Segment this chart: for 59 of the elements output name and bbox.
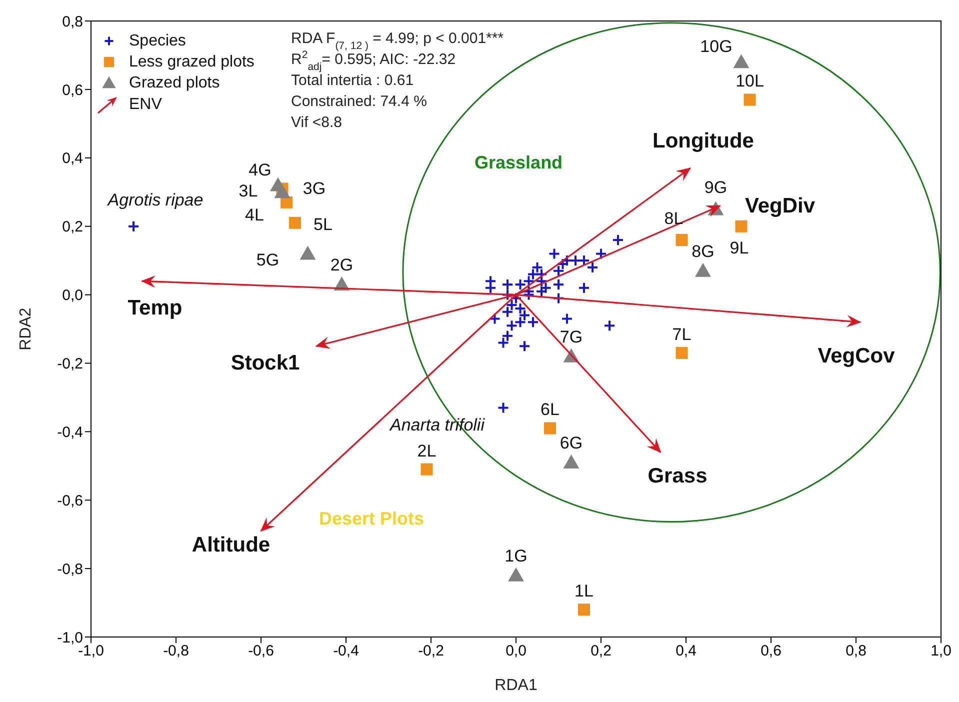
annotation: 7G [560, 326, 583, 346]
annotation: Total intertia : 0.61 [291, 72, 414, 89]
legend-label: Species [129, 32, 186, 50]
annotation: Vif <8.8 [291, 114, 342, 131]
annotation: 10G [700, 36, 732, 56]
annotation: 3L [238, 181, 258, 200]
y-tick-label: 0,4 [62, 150, 83, 168]
y-tick-label: 0,8 [62, 13, 83, 30]
annotation: 2L [417, 440, 436, 460]
annotation: 5G [256, 250, 280, 270]
annotation: Constrained: 74.4 % [291, 93, 427, 110]
annotation: 4G [248, 160, 272, 179]
x-tick-label: -0,2 [418, 642, 444, 660]
y-tick-label: -0,4 [57, 424, 83, 441]
annotation: Grassland [474, 152, 563, 173]
x-axis-title: RDA1 [494, 677, 538, 694]
x-tick-label: 0,6 [760, 642, 782, 660]
series-label: VegCov [818, 344, 896, 368]
annotation: 7L [672, 324, 692, 344]
x-tick-label: 1,0 [930, 642, 952, 660]
x-tick-label: -0,6 [248, 642, 274, 660]
annotation: 9L [730, 238, 749, 257]
annotation: 1G [504, 546, 528, 565]
annotation: 5L [314, 214, 332, 234]
annotation: 2G [330, 255, 354, 274]
x-tick-label: 0,2 [590, 642, 612, 660]
y-tick-label: 0,0 [62, 287, 83, 304]
series-label: Altitude [192, 533, 270, 556]
y-tick-label: -0,2 [57, 356, 83, 373]
x-tick-label: -0,8 [163, 642, 189, 660]
annotation: 8L [664, 208, 684, 228]
annotation: ENV [129, 96, 162, 112]
x-tick-label: -0,4 [333, 642, 359, 660]
annotation: Desert Plots [318, 508, 424, 529]
series-label: Grass [648, 464, 708, 488]
series-label: Longitude [652, 130, 754, 153]
annotation: RDA F$_{(7, 12 )}$ = 4.99; p < 0.001*** [291, 30, 504, 52]
legend-label: Grazed plots [129, 74, 220, 92]
y-tick-label: 0,6 [62, 82, 83, 99]
y-tick-label: -0,6 [57, 492, 83, 510]
annotation: 8G [692, 241, 714, 260]
x-tick-label: 0,8 [846, 642, 866, 660]
annotation: 3G [302, 178, 326, 198]
series-label: Temp [128, 296, 182, 320]
annotation: 9G [704, 178, 728, 197]
legend-label: Less grazed plots [129, 54, 254, 70]
x-tick-label: 0,4 [676, 642, 696, 660]
series-label: Stock1 [230, 352, 300, 375]
y-axis-title: RDA2 [18, 308, 35, 350]
annotation: 10L [736, 71, 764, 90]
annotation: Agrotis ripae [106, 190, 204, 209]
y-tick-label: -0,8 [57, 560, 83, 578]
annotation: 6L [540, 400, 560, 419]
annotation: 1L [574, 581, 594, 600]
annotation: 6G [560, 432, 583, 452]
x-tick-label: 0,0 [506, 642, 526, 660]
series-label: VegDiv [744, 194, 816, 218]
y-tick-label: 0,2 [62, 218, 83, 236]
annotation: 4L [245, 204, 264, 224]
